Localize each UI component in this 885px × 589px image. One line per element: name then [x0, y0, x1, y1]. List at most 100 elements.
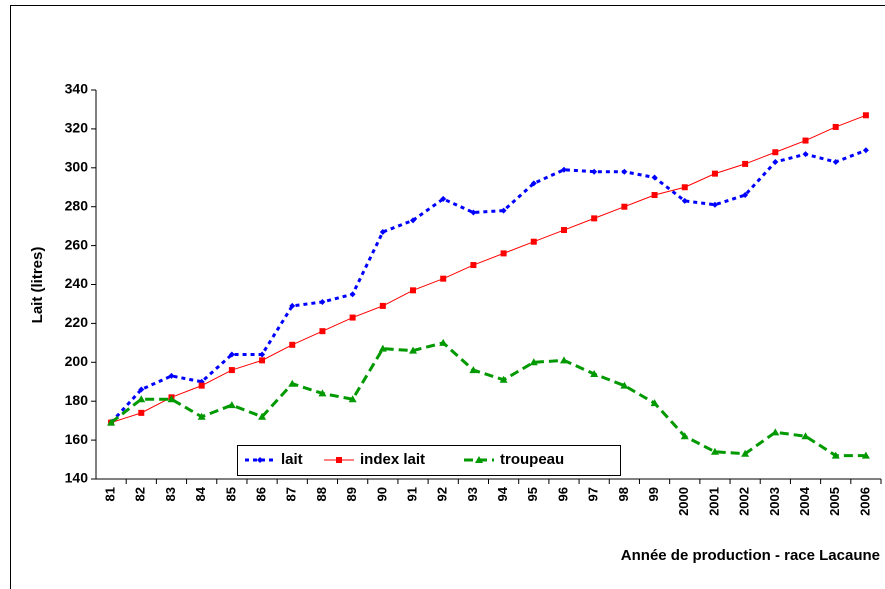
y-axis-label: Lait (litres) — [29, 247, 46, 324]
point — [559, 356, 568, 364]
point — [650, 399, 659, 407]
point — [590, 369, 599, 377]
point — [289, 302, 296, 309]
point — [862, 112, 869, 119]
x-tick-label: 87 — [284, 487, 299, 501]
point — [500, 250, 507, 257]
point — [227, 401, 236, 409]
point — [831, 451, 840, 459]
y-tick-label: 140 — [65, 470, 89, 486]
point — [319, 328, 326, 335]
point — [288, 379, 297, 387]
point — [469, 366, 478, 374]
point — [289, 341, 296, 348]
point — [197, 412, 206, 420]
y-tick-label: 280 — [65, 197, 89, 213]
point — [107, 418, 116, 426]
series-line — [110, 114, 867, 424]
point — [651, 192, 658, 199]
y-tick-label: 220 — [65, 314, 89, 330]
point — [711, 201, 718, 208]
point — [529, 358, 538, 366]
point — [410, 287, 417, 294]
point — [349, 291, 356, 298]
point — [560, 227, 567, 234]
point — [530, 180, 537, 187]
x-tick-label: 89 — [344, 487, 359, 501]
legend-box — [237, 445, 621, 476]
x-tick-label: 2004 — [797, 486, 812, 516]
point — [832, 123, 839, 130]
point — [832, 158, 839, 165]
point — [742, 192, 749, 199]
x-tick-label: 91 — [404, 487, 419, 501]
y-tick-label: 260 — [65, 236, 89, 252]
y-tick-label: 160 — [65, 431, 89, 447]
point — [167, 395, 176, 403]
x-tick-label: 90 — [374, 487, 389, 501]
point — [379, 228, 386, 235]
point — [802, 137, 809, 144]
point — [741, 449, 750, 457]
point — [439, 338, 448, 346]
y-tick-label: 180 — [65, 392, 89, 408]
series-line — [110, 341, 866, 458]
y-tick-label: 340 — [65, 81, 89, 97]
point — [802, 151, 809, 158]
point — [681, 184, 688, 191]
x-tick-label: 88 — [314, 487, 329, 501]
point — [711, 170, 718, 177]
y-tick-label: 240 — [65, 275, 89, 291]
x-tick-label: 2000 — [676, 487, 691, 516]
point — [258, 412, 267, 420]
x-tick-label: 82 — [133, 487, 148, 501]
x-tick-label: 2005 — [827, 487, 842, 516]
point — [801, 432, 810, 440]
x-tick-label: 94 — [495, 486, 510, 501]
legend-label: troupeau — [500, 451, 564, 468]
point — [771, 428, 780, 436]
point — [681, 197, 688, 204]
x-tick-label: 81 — [103, 487, 118, 501]
x-tick-label: 2001 — [706, 487, 721, 516]
point — [257, 457, 263, 463]
legend-label: index lait — [360, 451, 425, 468]
point — [228, 351, 235, 358]
point — [410, 217, 417, 224]
x-tick-label: 99 — [646, 487, 661, 501]
point — [475, 456, 483, 463]
x-tick-label: 84 — [193, 486, 208, 501]
point — [710, 447, 719, 455]
legend-label: lait — [281, 451, 303, 468]
point — [440, 275, 447, 282]
point — [348, 395, 357, 403]
point — [772, 149, 779, 156]
point — [138, 409, 145, 416]
point — [138, 386, 145, 393]
point — [440, 195, 447, 202]
point — [470, 262, 477, 269]
chart-frame — [10, 5, 885, 589]
point — [621, 168, 628, 175]
point — [530, 238, 537, 245]
point — [137, 395, 146, 403]
point — [228, 367, 235, 374]
point — [409, 346, 418, 354]
point — [259, 351, 266, 358]
point — [742, 160, 749, 167]
point — [168, 372, 175, 379]
series-line — [109, 148, 867, 424]
point — [319, 299, 326, 306]
point — [680, 432, 689, 440]
x-tick-label: 85 — [223, 487, 238, 501]
point — [318, 389, 327, 397]
point — [591, 215, 598, 222]
x-tick-label: 97 — [586, 487, 601, 501]
point — [591, 168, 598, 175]
point — [651, 174, 658, 181]
x-tick-label: 98 — [616, 487, 631, 501]
point — [336, 457, 342, 463]
y-tick-label: 300 — [65, 159, 89, 175]
point — [349, 314, 356, 321]
